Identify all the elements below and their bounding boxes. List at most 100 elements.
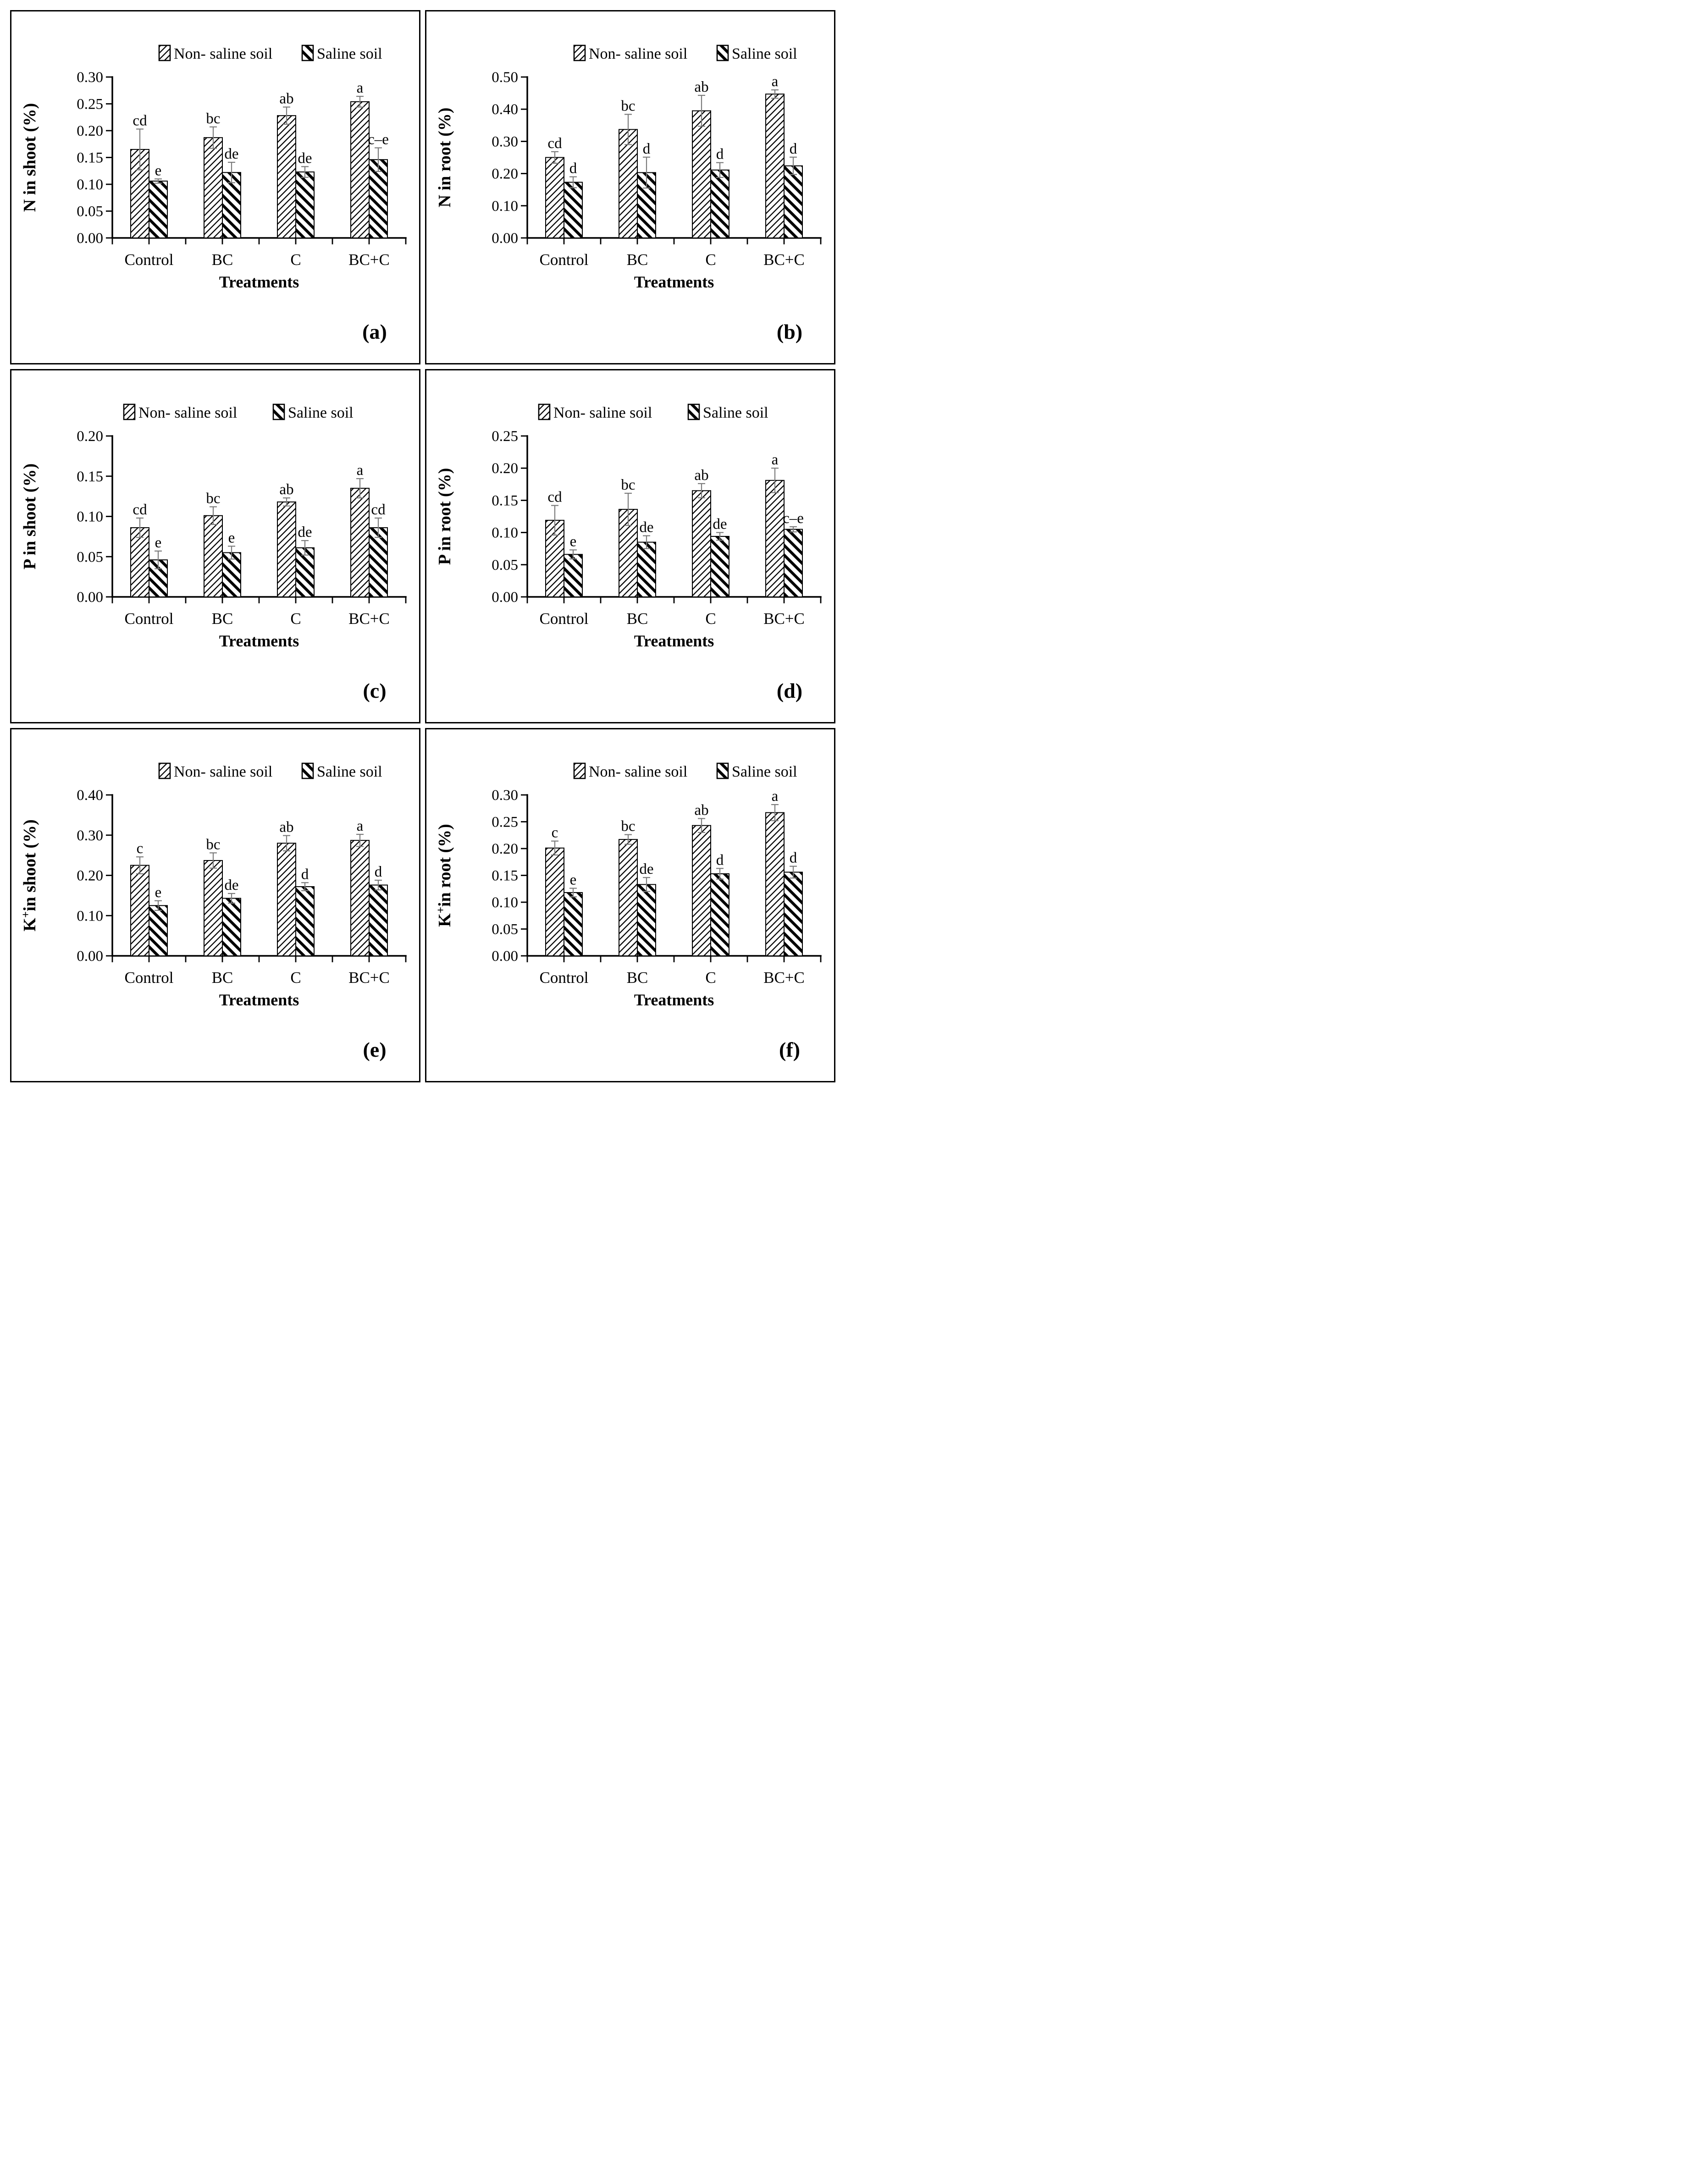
significance-letter: a [357, 80, 364, 96]
significance-letter: a [357, 462, 364, 479]
legend-label: Non- saline soil [174, 45, 272, 62]
bar [784, 165, 803, 239]
bar [222, 552, 241, 598]
y-tick-label: 0.00 [77, 230, 103, 247]
significance-letter: d [716, 146, 724, 163]
significance-letter: d [790, 141, 797, 157]
bar [692, 490, 711, 597]
bar [277, 501, 296, 597]
significance-letter: de [224, 146, 238, 162]
error-bar [569, 549, 577, 560]
y-tick-label: 0.20 [77, 868, 103, 884]
bar [130, 527, 149, 597]
category-label: C [705, 969, 716, 987]
category-label: BC+C [763, 610, 805, 628]
bar [564, 892, 583, 956]
category-label: BC [212, 251, 233, 269]
legend-swatch-saline [716, 762, 729, 779]
error-bar [569, 176, 577, 188]
error-bar [136, 517, 144, 538]
y-tick-label: 0.10 [77, 176, 103, 193]
bar [350, 101, 370, 238]
category-label: C [705, 251, 716, 269]
bar [350, 488, 370, 598]
legend-swatch-non-saline [538, 403, 551, 420]
y-axis-title: N in shoot (%) [20, 103, 39, 212]
x-axis-title: Treatments [634, 632, 714, 650]
y-axis-title: N in root (%) [435, 108, 454, 208]
error-bar [210, 126, 217, 149]
significance-letter: ab [279, 481, 293, 498]
error-bar [771, 89, 779, 99]
y-tick-label: 0.30 [77, 69, 103, 86]
category-label: BC+C [763, 969, 805, 987]
error-bar [624, 114, 632, 145]
y-tick-label: 0.00 [77, 948, 103, 965]
legend-swatch-non-saline [123, 403, 136, 420]
error-bar [375, 147, 382, 172]
error-bar [375, 879, 382, 891]
significance-letter: e [155, 535, 162, 551]
y-tick-label: 0.50 [492, 69, 518, 86]
y-tick-label: 0.30 [492, 787, 518, 804]
error-bar [136, 128, 144, 171]
significance-letter: de [298, 150, 312, 166]
significance-letter: de [298, 524, 312, 540]
bar [295, 171, 315, 238]
error-bar [716, 162, 724, 178]
category-label: Control [540, 251, 589, 269]
chart-k-in-shoot: Non- saline soil Saline soil 0.00 0.10 0.20 0… [20, 762, 407, 1061]
legend-label: Saline soil [703, 404, 768, 421]
significance-letter: de [713, 516, 727, 533]
category-label: BC [627, 610, 648, 628]
significance-letter: ab [694, 802, 708, 818]
error-bar [698, 818, 705, 833]
error-bar [624, 834, 632, 845]
y-tick-label: 0.10 [77, 509, 103, 525]
bar [130, 865, 149, 956]
significance-letter: bc [621, 98, 635, 114]
bar [637, 884, 656, 957]
y-tick-label: 0.05 [77, 549, 103, 565]
category-label: BC+C [763, 251, 805, 269]
legend-label: Saline soil [317, 763, 382, 780]
y-tick-label: 0.30 [77, 827, 103, 844]
error-bar [551, 840, 558, 856]
significance-letter: de [224, 877, 238, 893]
legend-label: Saline soil [317, 45, 382, 62]
bar [637, 541, 656, 597]
chart-n-in-shoot: Non- saline soil Saline soil 0.00 0.05 0.10 0… [20, 44, 407, 343]
error-bar [155, 900, 162, 911]
bar [369, 884, 388, 956]
bar [710, 169, 729, 238]
category-label: Control [125, 969, 174, 987]
legend-label: Saline soil [732, 763, 797, 780]
y-tick-label: 0.20 [492, 841, 518, 857]
panel-c: Non- saline soil Saline soil 0.00 0.05 0.10 0… [10, 369, 420, 723]
y-tick-label: 0.05 [77, 204, 103, 220]
panel-letter: (f) [779, 1038, 800, 1061]
significance-letter: cd [547, 135, 562, 152]
significance-letter: d [716, 852, 724, 868]
chart-p-in-shoot: Non- saline soil Saline soil 0.00 0.05 0.10 0… [20, 403, 407, 702]
y-tick-label: 0.10 [492, 525, 518, 541]
y-tick-label: 0.40 [77, 787, 103, 804]
bar [710, 536, 729, 597]
error-bar [283, 497, 290, 507]
panel-letter: (b) [777, 320, 802, 343]
bar [784, 871, 803, 957]
error-bar [698, 483, 705, 498]
y-tick-label: 0.00 [492, 948, 518, 965]
category-label: BC [212, 969, 233, 987]
legend-swatch-saline [272, 403, 285, 420]
error-bar [569, 888, 577, 898]
y-tick-label: 0.10 [492, 198, 518, 215]
bar [277, 115, 296, 239]
bar [784, 529, 803, 597]
category-label: C [290, 251, 301, 269]
error-bar [375, 517, 382, 538]
y-tick-label: 0.25 [77, 96, 103, 113]
panel-letter: (c) [363, 679, 386, 702]
error-bar [136, 856, 144, 875]
category-label: C [290, 969, 301, 987]
